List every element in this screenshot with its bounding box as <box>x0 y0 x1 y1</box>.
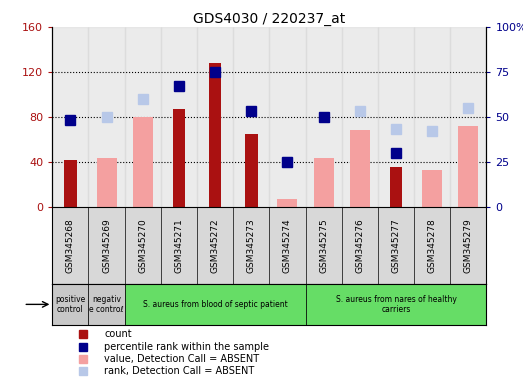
Bar <box>161 27 197 207</box>
Text: GSM345269: GSM345269 <box>102 218 111 273</box>
Text: GSM345272: GSM345272 <box>211 218 220 273</box>
Bar <box>422 170 442 207</box>
Bar <box>350 130 370 207</box>
Bar <box>342 27 378 207</box>
Bar <box>245 134 258 207</box>
Text: value, Detection Call = ABSENT: value, Detection Call = ABSENT <box>105 354 259 364</box>
Bar <box>314 159 334 207</box>
Text: GSM345274: GSM345274 <box>283 218 292 273</box>
Bar <box>88 284 124 325</box>
Bar <box>450 27 486 207</box>
Bar <box>390 167 402 207</box>
Bar <box>197 27 233 207</box>
Title: GDS4030 / 220237_at: GDS4030 / 220237_at <box>193 12 346 26</box>
Bar <box>173 109 185 207</box>
Text: GSM345278: GSM345278 <box>428 218 437 273</box>
Bar <box>269 27 305 207</box>
Text: count: count <box>105 329 132 339</box>
Text: GSM345268: GSM345268 <box>66 218 75 273</box>
Text: S. aureus from blood of septic patient: S. aureus from blood of septic patient <box>143 300 288 309</box>
Text: percentile rank within the sample: percentile rank within the sample <box>105 341 269 351</box>
Bar <box>305 284 486 325</box>
Bar <box>88 27 124 207</box>
Bar <box>414 27 450 207</box>
Text: GSM345276: GSM345276 <box>355 218 365 273</box>
Bar <box>458 126 478 207</box>
Bar <box>52 27 88 207</box>
Bar <box>305 27 342 207</box>
Text: GSM345271: GSM345271 <box>174 218 184 273</box>
Bar <box>233 27 269 207</box>
Bar <box>52 284 88 325</box>
Bar <box>278 199 298 207</box>
Text: positive
control: positive control <box>55 295 86 314</box>
Bar <box>124 27 161 207</box>
Bar <box>64 159 77 207</box>
Text: GSM345277: GSM345277 <box>391 218 401 273</box>
Text: GSM345279: GSM345279 <box>464 218 473 273</box>
Text: GSM345275: GSM345275 <box>319 218 328 273</box>
Text: S. aureus from nares of healthy
carriers: S. aureus from nares of healthy carriers <box>336 295 457 314</box>
Bar <box>124 284 305 325</box>
Bar <box>133 117 153 207</box>
Bar <box>209 63 221 207</box>
Text: rank, Detection Call = ABSENT: rank, Detection Call = ABSENT <box>105 366 255 376</box>
Bar <box>378 27 414 207</box>
Text: GSM345270: GSM345270 <box>138 218 147 273</box>
Text: GSM345273: GSM345273 <box>247 218 256 273</box>
Bar <box>97 159 117 207</box>
Text: negativ
e controℓ: negativ e controℓ <box>89 295 124 314</box>
